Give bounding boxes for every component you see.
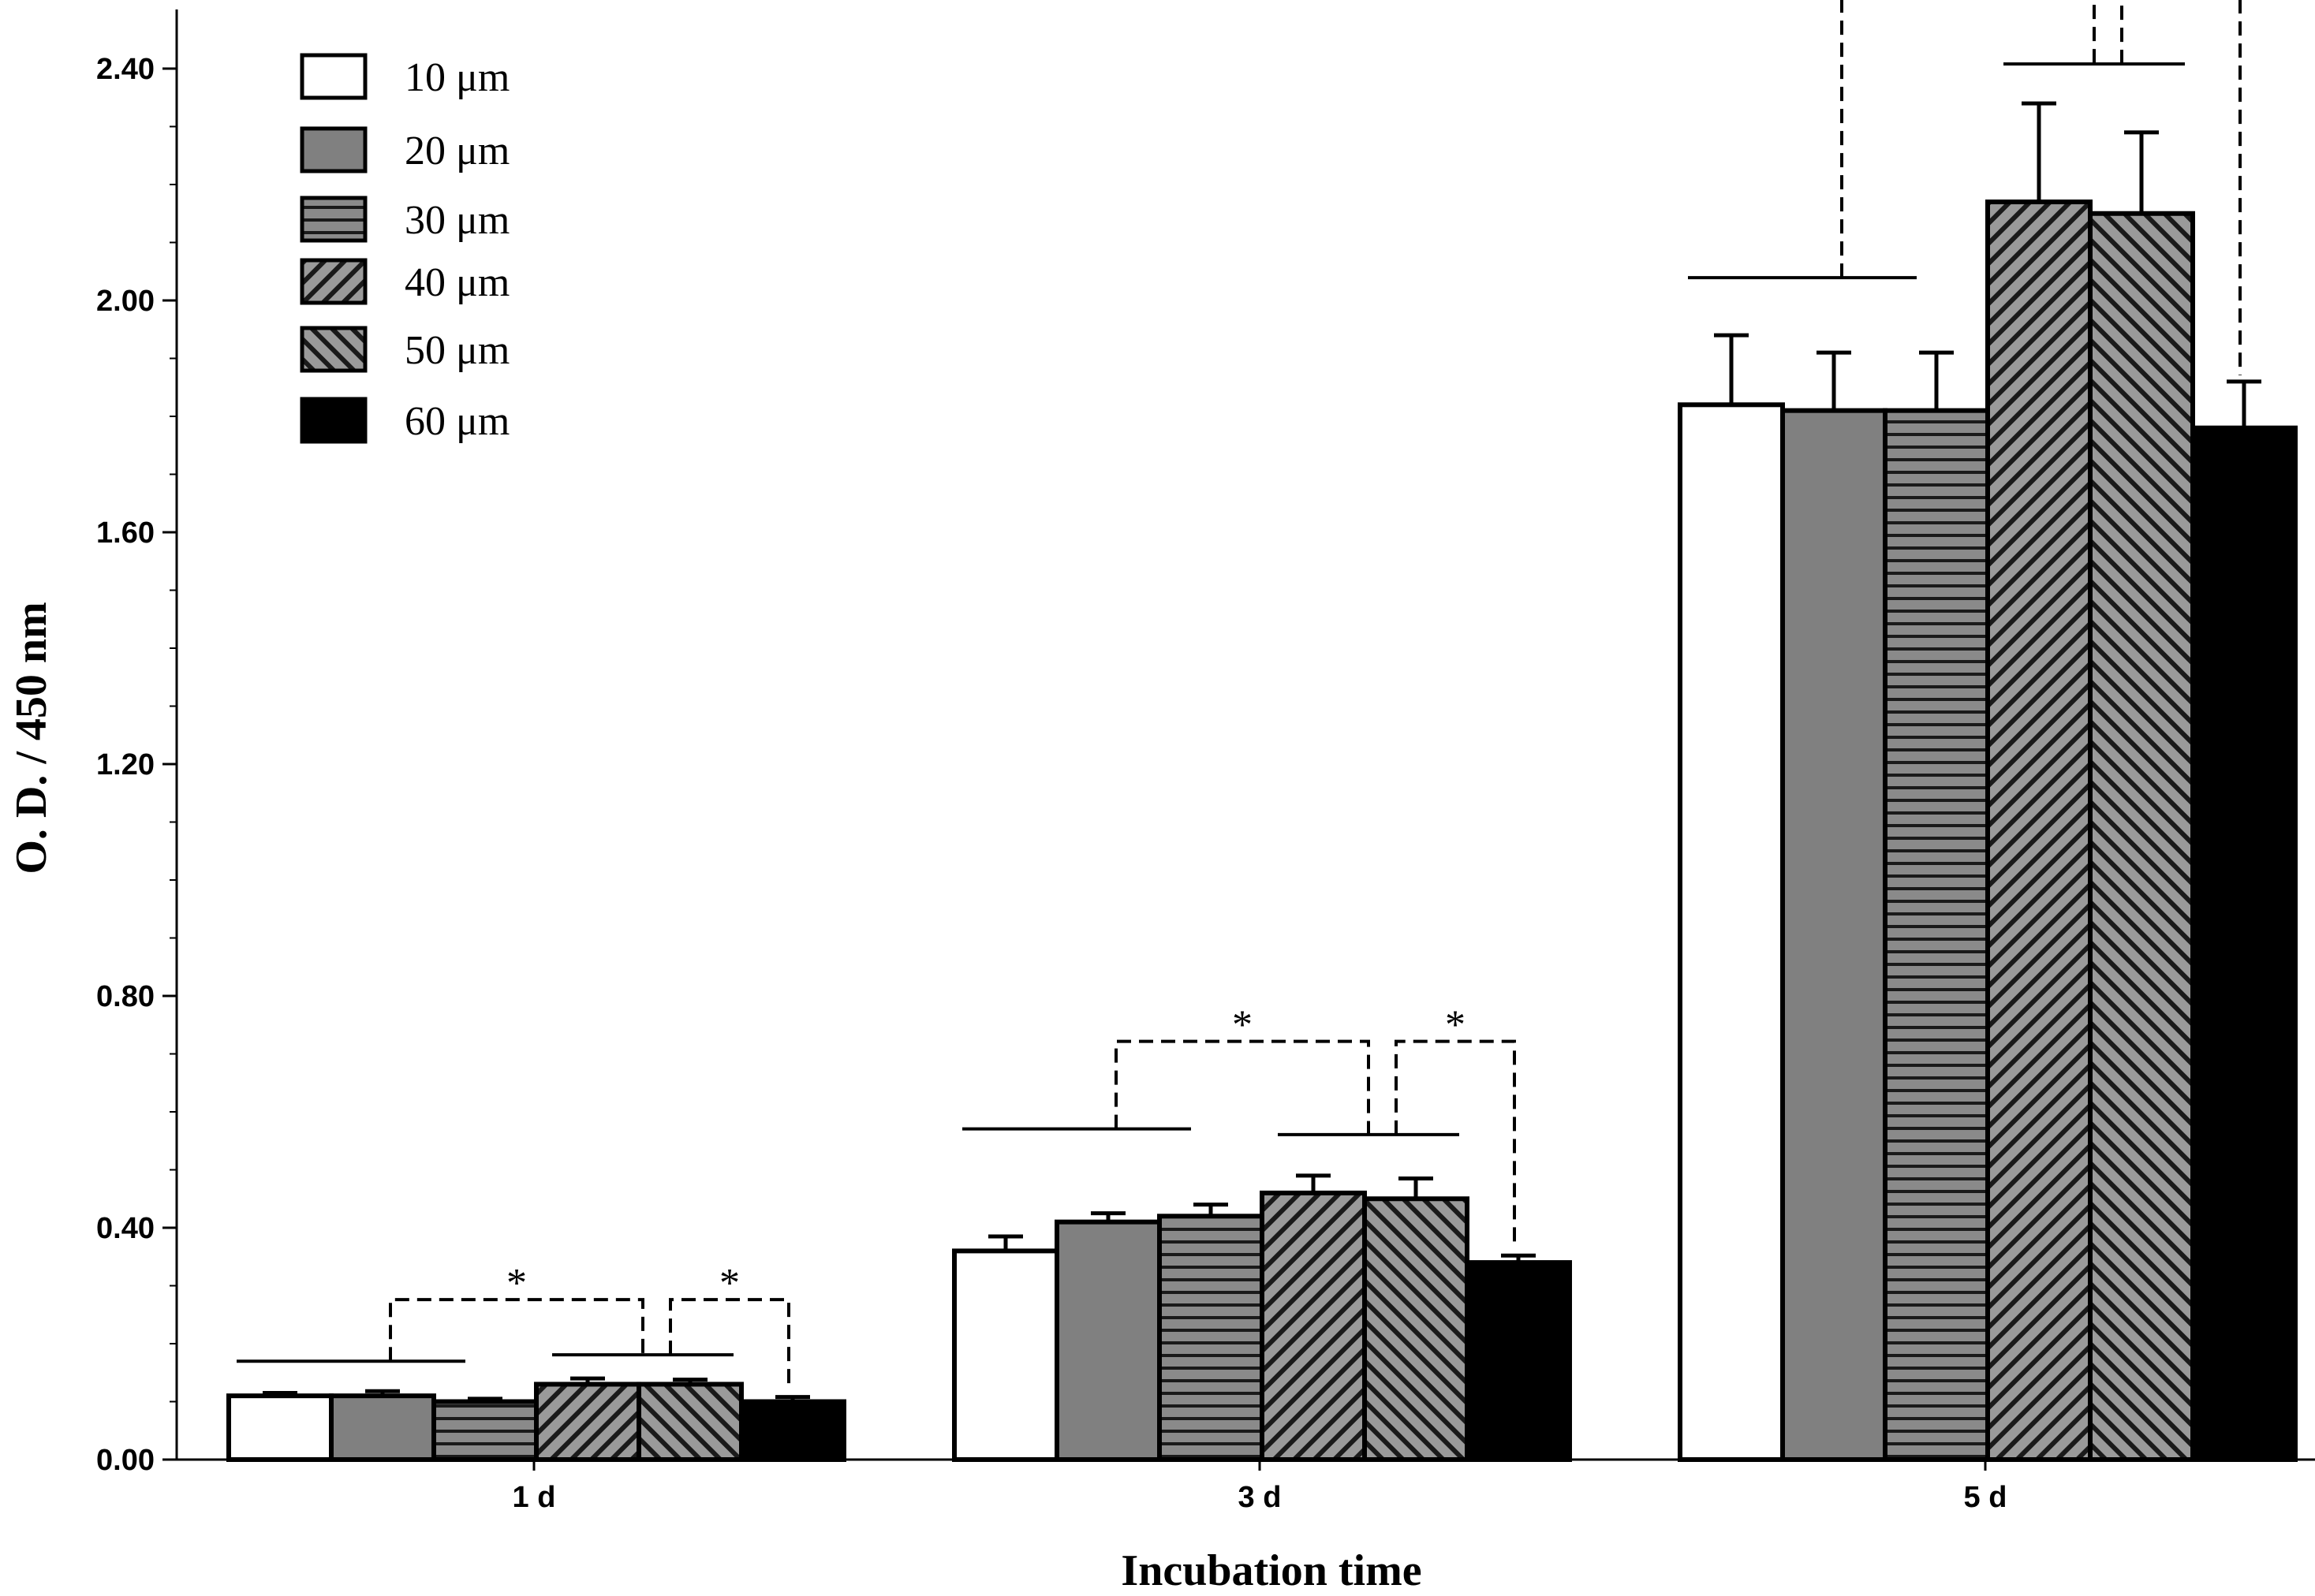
y-tick-label: 0.40 bbox=[96, 1212, 155, 1245]
legend-swatch bbox=[300, 196, 368, 243]
bar bbox=[226, 1393, 334, 1463]
legend-item: 10 μm bbox=[300, 53, 510, 100]
bar bbox=[637, 1382, 744, 1462]
legend-item: 40 μm bbox=[300, 258, 510, 305]
bracket-dashed bbox=[1115, 1039, 1370, 1135]
legend-label: 30 μm bbox=[405, 198, 510, 243]
y-tick-label: 1.60 bbox=[96, 516, 155, 550]
bar bbox=[534, 1382, 641, 1462]
legend-label: 60 μm bbox=[405, 399, 510, 444]
x-tick-label: 1 d bbox=[513, 1481, 556, 1514]
legend-swatch bbox=[300, 258, 368, 305]
legend-swatch bbox=[300, 53, 368, 100]
bar bbox=[952, 1248, 1059, 1463]
significance-star: * bbox=[506, 1261, 527, 1306]
legend-item: 30 μm bbox=[300, 196, 510, 243]
bar bbox=[1883, 408, 1990, 1462]
bar bbox=[739, 1399, 846, 1462]
bracket-dashed bbox=[2120, 0, 2242, 375]
y-tick-label: 1.20 bbox=[96, 748, 155, 781]
legend-swatch bbox=[300, 326, 368, 373]
bracket-dashed bbox=[389, 1298, 644, 1362]
bar bbox=[1260, 1190, 1367, 1463]
y-tick-label: 2.40 bbox=[96, 53, 155, 86]
legend-swatch bbox=[300, 126, 368, 173]
legend-swatch bbox=[300, 397, 368, 444]
bracket-dashed bbox=[669, 1298, 790, 1391]
y-tick-label: 2.00 bbox=[96, 285, 155, 318]
significance-star: * bbox=[1232, 1003, 1253, 1048]
x-tick-label: 5 d bbox=[1964, 1481, 2007, 1514]
significance-annotations: ****** bbox=[237, 0, 2242, 1391]
y-axis-ticks: 0.00 0.40 0.80 1.20 1.60 2.00 2.40 bbox=[96, 53, 177, 1477]
bar bbox=[1985, 200, 2093, 1462]
legend-label: 10 μm bbox=[405, 55, 510, 100]
bar bbox=[329, 1393, 436, 1463]
bar-groups bbox=[226, 101, 2298, 1463]
bar-group bbox=[226, 1376, 846, 1463]
bar bbox=[1362, 1196, 1469, 1462]
legend-label: 50 μm bbox=[405, 328, 510, 373]
y-axis-title: O. D. / 450 nm bbox=[7, 602, 56, 874]
legend-item: 60 μm bbox=[300, 397, 510, 444]
legend-label: 40 μm bbox=[405, 260, 510, 305]
y-tick-label: 0.80 bbox=[96, 980, 155, 1013]
bar bbox=[1678, 402, 1785, 1462]
legend-label: 20 μm bbox=[405, 129, 510, 173]
bar bbox=[2190, 425, 2298, 1463]
x-axis-title: Incubation time bbox=[1121, 1546, 1421, 1595]
bar-group bbox=[952, 1173, 1572, 1463]
bar bbox=[431, 1399, 539, 1462]
bracket-dashed bbox=[1395, 1039, 1516, 1250]
bar bbox=[1465, 1260, 1572, 1462]
x-tick-label: 3 d bbox=[1238, 1481, 1282, 1514]
y-tick-label: 0.00 bbox=[96, 1444, 155, 1477]
bar bbox=[1780, 408, 1887, 1462]
legend-item: 50 μm bbox=[300, 326, 510, 373]
bar bbox=[1157, 1214, 1264, 1463]
bar-group bbox=[1678, 101, 2298, 1463]
bar bbox=[2088, 211, 2195, 1462]
legend-item: 20 μm bbox=[300, 126, 510, 173]
significance-star: * bbox=[1445, 1003, 1466, 1048]
x-axis-ticks: 1 d 3 d 5 d bbox=[513, 1460, 2007, 1514]
significance-star: * bbox=[719, 1261, 740, 1306]
bar bbox=[1055, 1219, 1162, 1463]
legend: 10 μm 20 μm 30 μm 40 μm 50 μm 60 μm bbox=[300, 53, 510, 444]
